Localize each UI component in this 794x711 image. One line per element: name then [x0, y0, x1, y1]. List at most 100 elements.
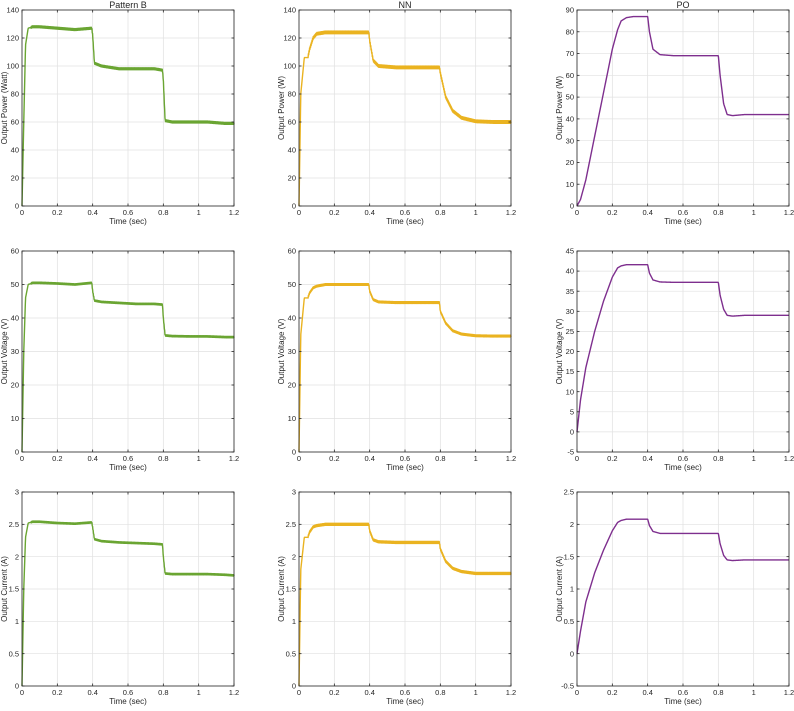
x-tick-label: 1.2 [784, 454, 794, 463]
x-tick-label: 0.6 [123, 454, 133, 463]
x-tick-label: 0 [575, 208, 579, 217]
subplot-7: 0 0.2 0.4 0.6 0.8 1 1.2 0 0.5 1 1.5 2 2.5 3 Time (sec)… [0, 488, 239, 706]
y-axis-label: Output Power (Watt) [0, 71, 9, 144]
y-tick-label: 50 [566, 93, 574, 102]
y-tick-label: 10 [566, 387, 574, 396]
x-axis-label: Time (sec) [664, 463, 702, 472]
x-axis-label: Time (sec) [386, 217, 424, 226]
y-tick-label: 60 [11, 247, 19, 256]
y-tick-label: 10 [566, 180, 574, 189]
y-tick-label: 2 [15, 552, 19, 561]
x-tick-label: 1 [474, 454, 478, 463]
y-tick-label: 80 [566, 27, 574, 36]
y-tick-label: 40 [288, 314, 296, 323]
y-tick-label: 100 [6, 62, 19, 71]
y-tick-label: 80 [11, 90, 19, 99]
y-axis-label: Output Voltage (V) [0, 318, 9, 384]
x-tick-label: 0.6 [400, 208, 410, 217]
x-tick-label: 0.8 [435, 208, 445, 217]
x-tick-label: 0.2 [52, 208, 62, 217]
x-tick-label: 0.2 [607, 454, 617, 463]
subplot-title: NN [399, 0, 412, 10]
y-tick-label: 140 [283, 6, 296, 15]
x-tick-label: 0.2 [607, 208, 617, 217]
y-tick-label: 0 [15, 202, 19, 211]
x-tick-label: 0.4 [364, 208, 374, 217]
subplot-3: 0 0.2 0.4 0.6 0.8 1 1.2 0 10 20 30 40 50 60 70 80 90 Time… [555, 0, 794, 226]
y-axis-label: Output Current (A) [555, 556, 564, 622]
y-axis-label: Output Voltage (V) [555, 318, 564, 384]
y-tick-label: 2.5 [286, 520, 296, 529]
x-tick-label: 1 [752, 688, 756, 697]
y-tick-label: 120 [283, 34, 296, 43]
x-tick-label: 0 [575, 454, 579, 463]
y-tick-label: 40 [566, 114, 574, 123]
x-tick-label: 1 [197, 688, 201, 697]
y-tick-label: 1 [15, 617, 19, 626]
y-tick-label: 3 [292, 488, 296, 497]
x-tick-label: 1 [752, 454, 756, 463]
x-tick-label: 0.2 [52, 688, 62, 697]
x-tick-label: 1 [752, 208, 756, 217]
y-axis-label: Output Current (A) [0, 556, 9, 622]
x-tick-label: 0 [297, 208, 301, 217]
y-tick-label: 40 [566, 267, 574, 276]
x-tick-label: 0.2 [52, 454, 62, 463]
subplot-5: 0 0.2 0.4 0.6 0.8 1 1.2 0 10 20 30 40 50 60 Time (sec)… [277, 247, 516, 472]
y-axis-label: Output Power (W) [555, 76, 564, 140]
y-tick-label: 20 [566, 347, 574, 356]
y-tick-label: 1.5 [9, 585, 19, 594]
series-line [298, 522, 512, 687]
y-tick-label: 1.5 [286, 585, 296, 594]
y-tick-label: 20 [288, 174, 296, 183]
series-line [21, 281, 235, 453]
x-tick-label: 1.2 [506, 454, 516, 463]
y-tick-label: 0 [292, 202, 296, 211]
y-tick-label: 2 [292, 552, 296, 561]
subplot-title: Pattern B [109, 0, 147, 10]
series-line [576, 518, 790, 654]
y-tick-label: 0 [292, 682, 296, 691]
y-tick-label: 20 [11, 381, 19, 390]
y-tick-label: 50 [288, 280, 296, 289]
x-tick-label: 0.4 [87, 454, 97, 463]
subplot-8: 0 0.2 0.4 0.6 0.8 1 1.2 0 0.5 1 1.5 2 2.5 3 Time (sec)… [277, 488, 516, 706]
series-line [576, 15, 790, 207]
x-tick-label: 0.6 [123, 688, 133, 697]
series-line [21, 520, 235, 687]
x-tick-label: 0.8 [158, 454, 168, 463]
subplot-6: 0 0.2 0.4 0.6 0.8 1 1.2-5051015202530354045Tim… [555, 247, 794, 472]
x-tick-label: 1 [474, 208, 478, 217]
y-tick-label: 60 [288, 247, 296, 256]
x-axis-label: Time (sec) [109, 217, 147, 226]
x-tick-label: 0.4 [642, 208, 652, 217]
x-tick-label: 0.4 [642, 688, 652, 697]
x-tick-label: 0.8 [158, 208, 168, 217]
y-tick-label: 20 [288, 381, 296, 390]
x-tick-label: 0.6 [123, 208, 133, 217]
series-line [21, 25, 235, 207]
y-tick-label: 10 [288, 414, 296, 423]
x-tick-label: 1.2 [229, 208, 239, 217]
y-tick-label: 30 [566, 307, 574, 316]
y-tick-label: 0 [292, 448, 296, 457]
x-tick-label: 0.4 [642, 454, 652, 463]
y-tick-label: 0.5 [9, 649, 19, 658]
subplot-4: 0 0.2 0.4 0.6 0.8 1 1.2 0 10 20 30 40 50 60 Time (sec)… [0, 247, 239, 472]
x-tick-label: 0.4 [87, 208, 97, 217]
y-tick-label: 0.5 [286, 649, 296, 658]
y-tick-label: 10 [11, 414, 19, 423]
y-tick-label: 1 [292, 617, 296, 626]
x-tick-label: 0.6 [400, 688, 410, 697]
x-tick-label: 1.2 [229, 454, 239, 463]
x-axis-label: Time (sec) [386, 463, 424, 472]
y-axis-label: Output Voltage (V) [277, 318, 286, 384]
x-tick-label: 0 [575, 688, 579, 697]
y-tick-label: 5 [570, 407, 574, 416]
y-tick-label: 70 [566, 49, 574, 58]
y-tick-label: -0.5 [561, 682, 574, 691]
x-tick-label: 0 [297, 454, 301, 463]
x-tick-label: 0.2 [329, 454, 339, 463]
y-tick-label: 1.5 [564, 552, 574, 561]
